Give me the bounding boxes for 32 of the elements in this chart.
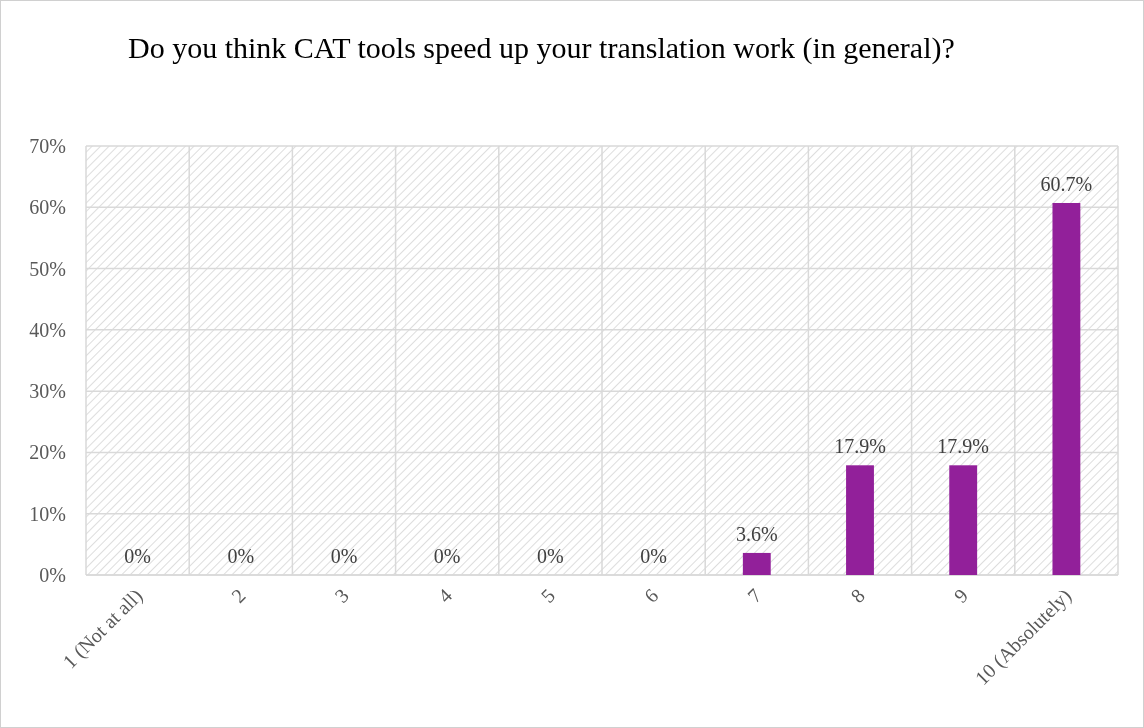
x-tick-label: 7 <box>743 584 766 607</box>
y-tick-label: 40% <box>29 318 66 341</box>
x-tick-label: 8 <box>846 584 869 607</box>
x-tick-label: 6 <box>639 584 663 607</box>
bar <box>949 465 978 575</box>
y-tick-label: 30% <box>29 380 66 403</box>
y-tick-label: 70% <box>29 135 66 157</box>
data-label: 0% <box>124 545 151 567</box>
chart-title: Do you think CAT tools speed up your translation work (in general)? <box>128 31 955 65</box>
bar <box>846 465 874 575</box>
y-tick-label: 0% <box>39 564 66 586</box>
y-tick-label: 20% <box>29 441 66 464</box>
y-tick-label: 10% <box>29 502 66 525</box>
data-label: 3.6% <box>735 522 778 545</box>
data-label: 0% <box>227 545 255 567</box>
bar <box>742 552 771 575</box>
data-label: 0% <box>330 545 358 567</box>
data-label: 0% <box>433 545 461 567</box>
data-label: 0% <box>640 545 667 567</box>
x-tick-label: 5 <box>536 584 560 607</box>
data-label: 60.7% <box>1040 173 1093 195</box>
y-tick-label: 50% <box>29 257 66 280</box>
y-tick-label: 60% <box>29 196 66 219</box>
x-tick-label: 4 <box>433 584 457 607</box>
x-tick-label: 1 (Not at all) <box>58 584 148 674</box>
data-label: 0% <box>537 545 564 567</box>
x-tick-label: 9 <box>949 584 973 607</box>
x-tick-label: 2 <box>227 584 250 607</box>
bar <box>1052 203 1081 575</box>
data-label: 17.9% <box>834 435 886 458</box>
x-tick-label: 3 <box>330 584 353 607</box>
data-label: 17.9% <box>937 435 990 458</box>
